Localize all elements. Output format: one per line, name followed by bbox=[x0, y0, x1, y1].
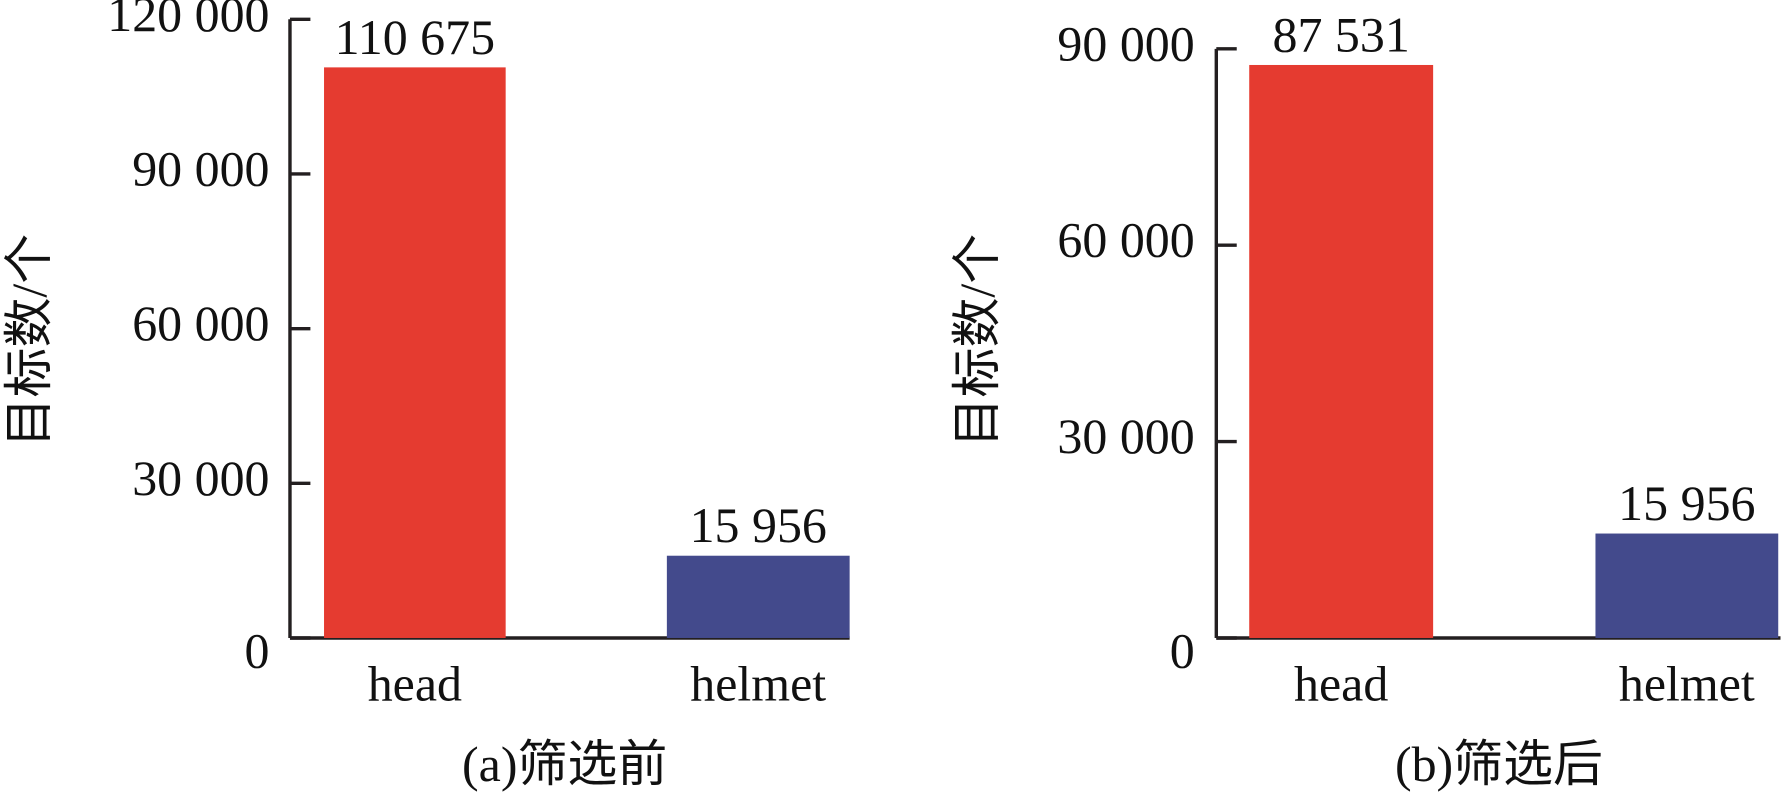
y-tick-label: 60 000 bbox=[132, 295, 269, 351]
x-tick-label: helmet bbox=[1619, 656, 1755, 712]
y-tick-label: 90 000 bbox=[1057, 15, 1194, 71]
y-tick-label: 60 000 bbox=[1057, 212, 1194, 268]
bar bbox=[324, 67, 506, 638]
caption: (b)筛选后 bbox=[1395, 736, 1603, 792]
value-label: 87 531 bbox=[1273, 6, 1410, 62]
x-tick-label: helmet bbox=[690, 656, 826, 712]
y-tick-label: 90 000 bbox=[132, 140, 269, 196]
x-tick-label: head bbox=[368, 656, 462, 712]
y-tick-label: 30 000 bbox=[132, 450, 269, 506]
value-label: 110 675 bbox=[335, 9, 495, 65]
x-tick-label: head bbox=[1294, 656, 1388, 712]
y-tick-label: 30 000 bbox=[1057, 408, 1194, 464]
value-label: 15 956 bbox=[690, 497, 827, 553]
bar bbox=[666, 555, 850, 638]
bar bbox=[1595, 533, 1779, 638]
y-tick-label: 120 000 bbox=[107, 0, 269, 42]
caption: (a)筛选前 bbox=[462, 736, 667, 792]
y-axis-label: 目标数/个 bbox=[949, 234, 1005, 448]
y-axis-label: 目标数/个 bbox=[1, 234, 57, 448]
y-tick-label: 0 bbox=[1170, 623, 1195, 679]
bar bbox=[1249, 64, 1434, 638]
y-tick-label: 0 bbox=[245, 623, 270, 679]
value-label: 15 956 bbox=[1618, 475, 1755, 531]
